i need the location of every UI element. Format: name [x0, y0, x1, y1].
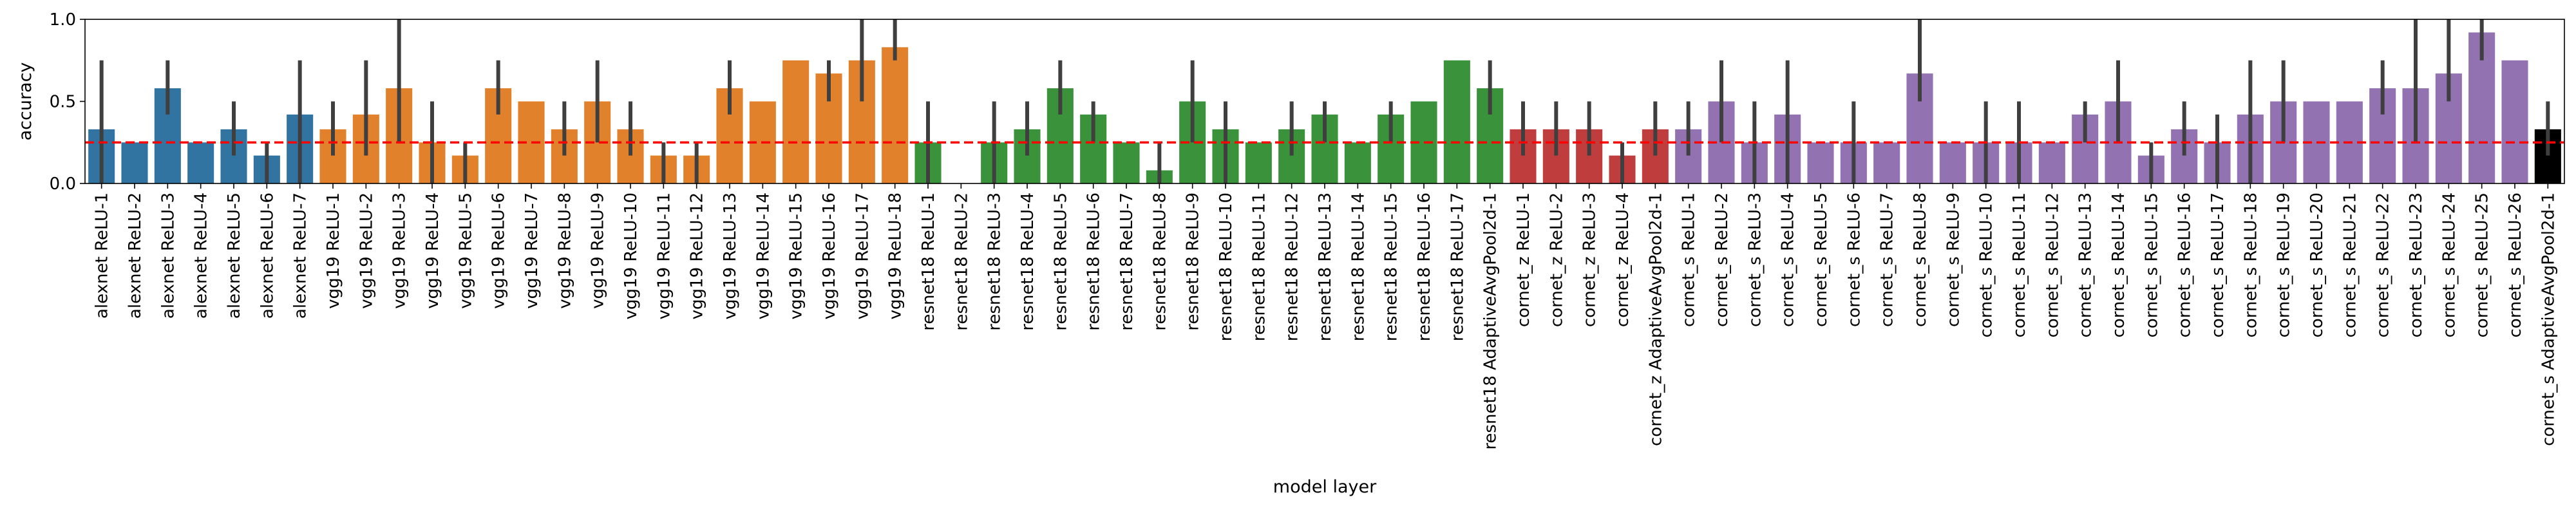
x-tick-label: resnet18 ReLU-2 [952, 192, 971, 331]
bar [1939, 142, 1966, 183]
x-tick-label: cornet_z ReLU-1 [1514, 192, 1533, 327]
x-tick-label: resnet18 ReLU-12 [1283, 192, 1302, 341]
x-tick-label: resnet18 ReLU-7 [1117, 192, 1137, 331]
y-tick-label: 1.0 [50, 10, 76, 30]
x-tick-label: vgg19 ReLU-2 [357, 192, 376, 309]
x-tick-label: cornet_s ReLU-25 [2473, 192, 2492, 338]
x-tick-label: resnet18 ReLU-14 [1349, 192, 1368, 341]
x-tick-label: resnet18 ReLU-15 [1382, 192, 1401, 341]
x-tick-label: resnet18 ReLU-16 [1415, 192, 1434, 341]
x-tick-label: cornet_s ReLU-17 [2208, 192, 2228, 338]
x-tick-label: cornet_s ReLU-4 [1779, 192, 1798, 327]
x-tick-label: resnet18 ReLU-11 [1249, 192, 1269, 341]
x-tick-label: cornet_s ReLU-13 [2076, 192, 2096, 338]
bar [1344, 142, 1371, 183]
x-tick-label: resnet18 ReLU-5 [1051, 192, 1070, 331]
x-tick-label: cornet_s ReLU-8 [1911, 192, 1930, 327]
x-tick-label: cornet_z ReLU-3 [1580, 192, 1600, 327]
y-axis: 0.0 0.5 1.0 [50, 10, 85, 194]
x-tick-label: vgg19 ReLU-16 [820, 192, 839, 319]
x-tick-label: resnet18 ReLU-6 [1084, 192, 1104, 331]
x-tick-label: resnet18 ReLU-9 [1184, 192, 1203, 331]
x-tick-label: cornet_s ReLU-6 [1844, 192, 1864, 327]
x-tick-label: vgg19 ReLU-15 [787, 192, 806, 319]
bar [1443, 60, 1470, 183]
x-tick-label: alexnet ReLU-1 [93, 192, 112, 319]
x-tick-label: cornet_s ReLU-19 [2275, 192, 2294, 338]
x-tick-label: cornet_s ReLU-1 [1680, 192, 1699, 327]
bar [187, 142, 214, 183]
x-tick-label: cornet_s ReLU-12 [2043, 192, 2062, 338]
x-tick-label: cornet_s ReLU-3 [1745, 192, 1765, 327]
x-tick-label: vgg19 ReLU-7 [522, 192, 542, 309]
x-tick-label: cornet_s ReLU-20 [2307, 192, 2327, 338]
x-tick-label: vgg19 ReLU-6 [489, 192, 509, 309]
x-tick-label: vgg19 ReLU-10 [621, 192, 641, 319]
x-tick-label: alexnet ReLU-7 [291, 192, 310, 319]
x-tick-label: vgg19 ReLU-17 [853, 192, 872, 319]
x-tick-label: resnet18 ReLU-17 [1448, 192, 1467, 341]
x-tick-label: cornet_s ReLU-23 [2407, 192, 2426, 338]
x-tick-label: cornet_s ReLU-10 [1977, 192, 1996, 338]
x-tick-label: cornet_s AdaptiveAvgPool2d-1 [2539, 192, 2558, 446]
x-tick-label: resnet18 ReLU-4 [1018, 192, 1037, 331]
bar [782, 60, 810, 183]
x-tick-label: cornet_s ReLU-16 [2175, 192, 2195, 338]
bar [1113, 142, 1140, 183]
x-tick-label: resnet18 ReLU-1 [919, 192, 938, 331]
x-tick-label: cornet_s ReLU-26 [2506, 192, 2525, 338]
x-tick-label: vgg19 ReLU-5 [456, 192, 475, 309]
x-tick-label: vgg19 ReLU-18 [886, 192, 905, 319]
x-tick-label: cornet_s ReLU-24 [2439, 192, 2459, 338]
y-tick-label: 0.0 [50, 174, 76, 194]
x-tick-label: alexnet ReLU-2 [126, 192, 145, 319]
bar [1245, 142, 1272, 183]
x-tick-label: cornet_s ReLU-22 [2374, 192, 2393, 338]
x-axis: alexnet ReLU-1 alexnet ReLU-2 alexnet ReLU… [93, 183, 2558, 450]
x-tick-label: resnet18 ReLU-8 [1150, 192, 1170, 331]
x-tick-label: vgg19 ReLU-11 [654, 192, 674, 319]
bar [1873, 142, 1900, 183]
x-tick-label: cornet_s ReLU-9 [1944, 192, 1963, 327]
x-tick-label: vgg19 ReLU-12 [688, 192, 707, 319]
x-tick-label: vgg19 ReLU-1 [324, 192, 343, 309]
bar [1807, 142, 1834, 183]
bar [882, 47, 909, 183]
bar [2501, 60, 2528, 183]
x-tick-label: vgg19 ReLU-9 [589, 192, 608, 309]
x-tick-label: cornet_s ReLU-5 [1812, 192, 1831, 327]
x-tick-label: vgg19 ReLU-13 [721, 192, 740, 319]
x-tick-label: cornet_s ReLU-15 [2142, 192, 2161, 338]
x-tick-label: resnet18 ReLU-13 [1316, 192, 1335, 341]
x-tick-label: resnet18 ReLU-10 [1217, 192, 1236, 341]
x-tick-label: vgg19 ReLU-3 [390, 192, 410, 309]
x-tick-label: alexnet ReLU-6 [258, 192, 277, 319]
x-tick-label: cornet_z ReLU-4 [1613, 192, 1633, 327]
x-tick-label: vgg19 ReLU-8 [555, 192, 574, 309]
x-tick-label: vgg19 ReLU-4 [423, 192, 442, 309]
x-tick-label: vgg19 ReLU-14 [753, 192, 773, 319]
x-axis-label: model layer [1273, 477, 1377, 497]
x-tick-label: resnet18 ReLU-3 [985, 192, 1005, 331]
y-axis-label: accuracy [15, 62, 35, 141]
x-tick-label: cornet_s ReLU-2 [1712, 192, 1732, 327]
x-tick-label: alexnet ReLU-4 [192, 192, 211, 319]
y-tick-label: 0.5 [50, 93, 76, 112]
x-tick-label: cornet_s ReLU-7 [1878, 192, 1897, 327]
x-tick-label: cornet_s ReLU-14 [2109, 192, 2128, 338]
bar [2038, 142, 2065, 183]
x-tick-label: resnet18 AdaptiveAvgPool2d-1 [1481, 192, 1501, 450]
x-tick-label: cornet_s ReLU-21 [2340, 192, 2360, 338]
x-tick-label: alexnet ReLU-5 [225, 192, 244, 319]
x-tick-label: cornet_z ReLU-2 [1547, 192, 1566, 327]
x-tick-label: cornet_s ReLU-18 [2241, 192, 2260, 338]
bar [121, 142, 148, 183]
x-tick-label: cornet_z AdaptiveAvgPool2d-1 [1646, 192, 1665, 446]
x-tick-label: cornet_s ReLU-11 [2010, 192, 2029, 338]
x-tick-label: alexnet ReLU-3 [158, 192, 178, 319]
